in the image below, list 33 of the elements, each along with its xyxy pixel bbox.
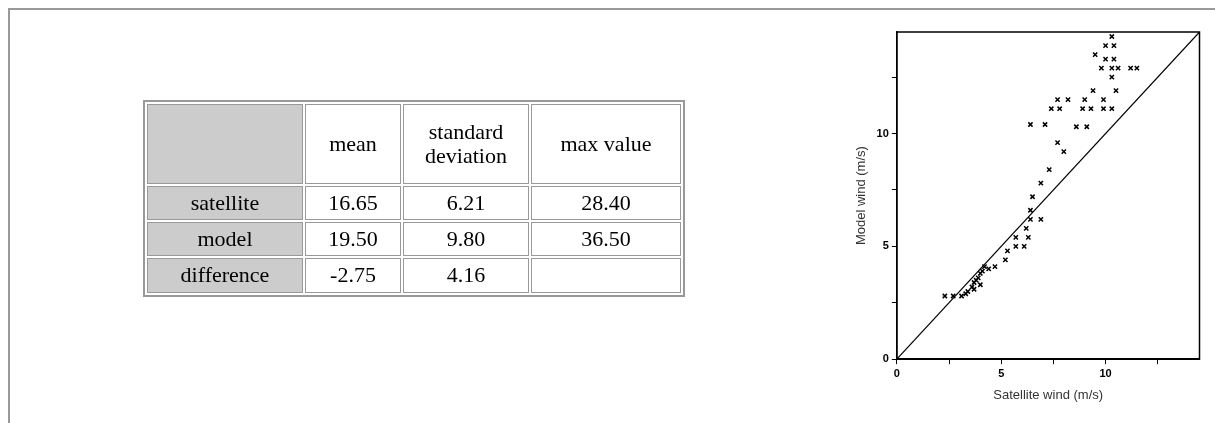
point bbox=[1115, 65, 1121, 71]
point bbox=[1025, 234, 1032, 241]
x-axis-title: Satellite wind (m/s) bbox=[993, 386, 1104, 402]
point bbox=[1111, 56, 1117, 62]
text: 19.50 bbox=[328, 226, 378, 252]
x-tick-label: 5 bbox=[998, 366, 1005, 379]
x-tick-label: 10 bbox=[1099, 366, 1112, 379]
text: 4.16 bbox=[446, 262, 486, 288]
y-tick-label: 0 bbox=[882, 352, 889, 365]
text: -2.75 bbox=[330, 262, 376, 288]
category-label: standard deviation bbox=[403, 104, 529, 184]
point bbox=[1108, 74, 1115, 80]
point bbox=[1081, 96, 1088, 103]
point bbox=[1054, 139, 1061, 146]
category-label: satellite bbox=[190, 190, 260, 215]
category-label: max value bbox=[531, 104, 681, 184]
point bbox=[1037, 180, 1044, 187]
text: 36.50 bbox=[581, 226, 631, 252]
y-tick-label: 5 bbox=[882, 239, 889, 252]
text: 6.21 bbox=[446, 190, 486, 215]
y-axis-title: Model wind (m/s) bbox=[853, 146, 869, 246]
category-label: mean bbox=[305, 104, 401, 184]
text: 28.40 bbox=[581, 190, 631, 215]
category-label: model bbox=[197, 226, 253, 252]
y-tick-label: 10 bbox=[876, 126, 889, 139]
category-label: difference bbox=[180, 262, 270, 288]
point bbox=[1134, 65, 1140, 71]
point bbox=[1102, 42, 1109, 49]
point bbox=[1083, 123, 1090, 130]
text: 16.65 bbox=[328, 190, 378, 215]
text: 9.80 bbox=[446, 226, 486, 252]
point bbox=[1048, 105, 1055, 112]
x-tick-label: 0 bbox=[893, 366, 900, 379]
